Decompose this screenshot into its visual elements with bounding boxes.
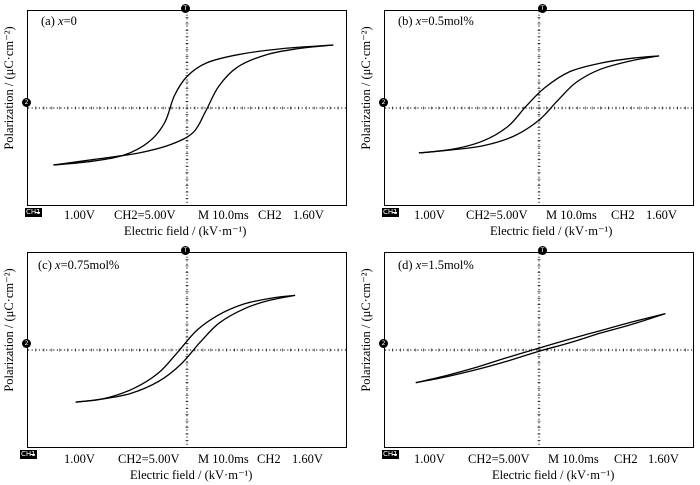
ch1-scale: 1.00V [64, 452, 95, 466]
trigger-level: 1.60V [648, 452, 679, 466]
hysteresis-plot [385, 11, 693, 205]
trigger-source: CH2 [257, 452, 281, 466]
timebase: M 10.0ms [548, 452, 599, 466]
trigger-source: CH2 [611, 208, 635, 222]
trigger-level: 1.60V [646, 208, 677, 222]
descending-branch [418, 55, 660, 154]
x-axis-label: Electric field / (kV·m⁻¹) [124, 224, 247, 238]
ch2-scale: CH2=5.00V [466, 208, 528, 222]
channel-marker-icon: 2 [22, 339, 31, 348]
descending-branch [75, 294, 296, 403]
ch2-scale: CH2=5.00V [468, 452, 530, 466]
trigger-level: 1.60V [293, 208, 324, 222]
hysteresis-plot [385, 253, 693, 447]
channel-marker-icon: 2 [22, 98, 31, 107]
timebase: M 10.0ms [546, 208, 597, 222]
descending-branch [415, 312, 666, 384]
y-axis-label: Polarization / (μC·cm⁻²) [359, 26, 373, 150]
scope-screen [384, 252, 694, 448]
timebase: M 10.0ms [198, 208, 249, 222]
y-axis-label: Polarization / (μC·cm⁻²) [359, 268, 373, 392]
hysteresis-plot [28, 11, 346, 205]
ch1-scale: 1.00V [414, 208, 445, 222]
ch2-scale: CH2=5.00V [118, 452, 180, 466]
trigger-marker-icon: T [181, 4, 190, 13]
trigger-level: 1.60V [292, 452, 323, 466]
ascending-branch [418, 55, 660, 154]
ch1-badge: CH1 [382, 450, 399, 459]
scope-screen [27, 10, 347, 206]
panel-title: (b) x=0.5mol% [398, 14, 474, 28]
x-axis-label: Electric field / (kV·m⁻¹) [490, 224, 613, 238]
x-axis-label: Electric field / (kV·m⁻¹) [492, 468, 615, 482]
y-axis-label: Polarization / (μC·cm⁻²) [2, 268, 16, 392]
trigger-source: CH2 [614, 452, 638, 466]
ascending-branch [415, 312, 666, 384]
panel-title: (d) x=1.5mol% [398, 258, 474, 272]
ch1-badge: CH1 [382, 208, 399, 217]
descending-branch [53, 44, 334, 166]
ascending-branch [75, 294, 296, 403]
trigger-source: CH2 [258, 208, 282, 222]
trigger-marker-icon: T [181, 246, 190, 255]
panel-title: (c) x=0.75mol% [38, 258, 120, 272]
x-axis-label: Electric field / (kV·m⁻¹) [130, 468, 253, 482]
scope-screen [27, 252, 347, 448]
scope-screen [384, 10, 694, 206]
ch1-scale: 1.00V [414, 452, 445, 466]
trigger-marker-icon: T [538, 4, 547, 13]
y-axis-label: Polarization / (μC·cm⁻²) [2, 26, 16, 150]
ascending-branch [53, 44, 334, 166]
ch1-badge: CH1 [20, 450, 37, 459]
timebase: M 10.0ms [198, 452, 249, 466]
hysteresis-plot [28, 253, 346, 447]
ch1-scale: 1.00V [64, 208, 95, 222]
channel-marker-icon: 2 [379, 98, 388, 107]
trigger-marker-icon: T [538, 246, 547, 255]
panel-title: (a) x=0 [41, 14, 77, 28]
ch2-scale: CH2=5.00V [114, 208, 176, 222]
ch1-badge: CH1 [25, 208, 42, 217]
channel-marker-icon: 2 [379, 339, 388, 348]
